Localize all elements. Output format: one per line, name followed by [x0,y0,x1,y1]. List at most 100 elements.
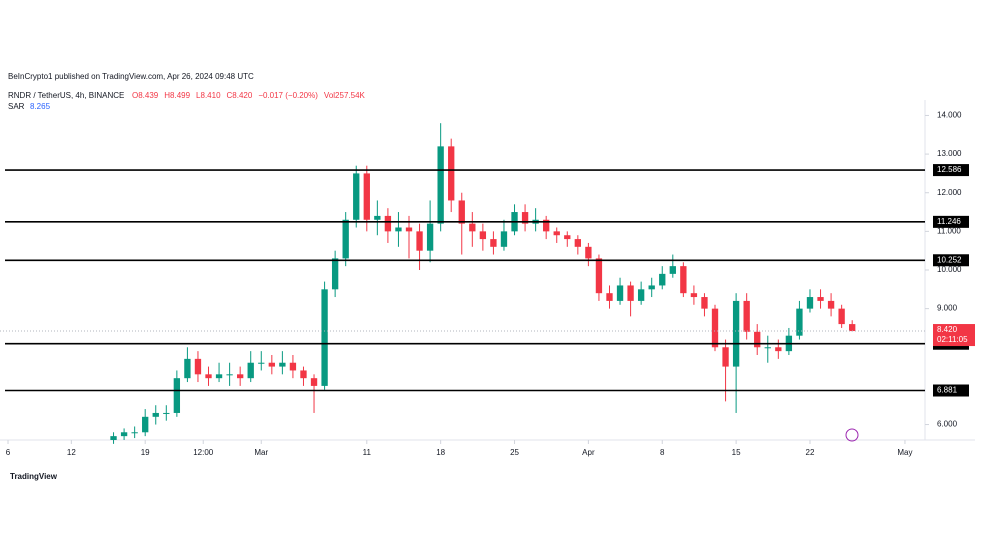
x-tick-label: 6 [6,448,11,457]
candle-body [521,212,529,224]
candle-body [142,416,149,433]
x-tick-label: 22 [806,448,815,457]
candle-body [279,362,286,367]
candle-body [300,370,307,379]
candle-body [711,308,719,348]
x-tick-label: 8 [660,448,665,457]
candle-body [395,227,402,232]
y-tick-label: 11.000 [937,226,961,235]
candle-body [184,358,191,379]
indicator-name: SAR [8,102,25,111]
candle-body [627,285,634,301]
level-label: 10.252 [937,255,962,264]
candle-body [722,347,729,367]
quote-item: Vol257.54K [324,91,366,100]
candle-body [331,258,339,290]
quote-item: H8.499 [164,91,190,100]
candle-body [595,258,603,294]
y-tick-label: 13.000 [937,149,962,158]
level-label: 6.881 [937,386,958,395]
quote-item: C8.420 [227,91,253,100]
candle-body [553,231,560,236]
level-label: 11.246 [937,217,961,226]
candle-body [817,297,824,301]
candle-body [268,362,275,367]
candle-body [437,146,444,224]
candle-body [479,231,487,240]
candle-body [321,289,328,386]
x-tick-label: Apr [582,448,595,457]
x-tick-label: 19 [141,448,150,457]
candle-body [490,239,497,247]
y-tick-label: 12.000 [937,188,962,197]
candle-body [616,285,624,301]
quote-item: L8.410 [196,91,221,100]
countdown: 02:11:05 [937,335,968,344]
candle-body [827,300,835,309]
x-tick-label: 12:00 [193,448,214,457]
y-tick-label: 10.000 [937,265,962,274]
candle-body [543,219,550,232]
x-tick-label: 12 [67,448,76,457]
candle-body [237,374,244,379]
x-tick-label: Mar [254,448,268,457]
candle-body [690,293,698,298]
candle-body [585,246,592,259]
candle-body [226,374,233,376]
event-icon[interactable] [845,428,859,442]
level-label-box [933,254,969,267]
last-price-box [933,324,975,347]
candle-body [564,235,571,240]
candle-body [701,297,708,309]
candle-body [775,347,782,352]
candle-body [310,378,318,386]
candle-body [469,223,476,232]
quote-item: −0.017 (−0.20%) [258,91,318,100]
candle-body [637,289,645,301]
quote-item: O8.439 [132,91,159,100]
level-label-box [933,215,969,228]
attribution: BeInCrypto1 published on TradingView.com… [8,72,254,81]
candle-body [110,436,117,440]
candle-body [426,223,434,251]
x-tick-label: May [897,448,912,457]
brand: TradingView [10,472,58,481]
candle-body [247,362,254,379]
level-label-box [933,164,969,177]
candle-body [754,331,761,348]
candle-body [574,239,582,247]
candle-body [680,266,687,294]
x-tick-label: 11 [363,448,372,457]
candle-body [374,215,381,220]
candle-body [353,173,360,220]
candle-body [152,412,159,417]
y-tick-label: 6.000 [937,420,958,429]
indicator-value: 8.265 [30,102,51,111]
candle-body [342,219,349,259]
x-tick-label: 25 [510,448,519,457]
candle-body [838,308,845,325]
candle-body [120,432,128,437]
candle-body [416,231,423,251]
candle-body [215,374,223,379]
candle-body [163,412,170,414]
candle-body [131,432,138,434]
candle-body [796,308,803,336]
candle-body [458,200,465,224]
level-label-box [933,384,969,397]
candle-body [500,231,508,247]
candle-body [194,358,202,375]
y-tick-label: 9.000 [937,304,958,313]
candle-body [363,173,370,220]
candle-body [648,285,655,290]
candle-body [289,362,297,371]
candle-body [405,227,413,232]
last-price-label: 8.420 [937,325,958,334]
candle-body [606,293,613,301]
candle-body [669,266,676,274]
candle-body [849,324,856,332]
candle-body [743,300,750,332]
candle-body [448,146,455,201]
